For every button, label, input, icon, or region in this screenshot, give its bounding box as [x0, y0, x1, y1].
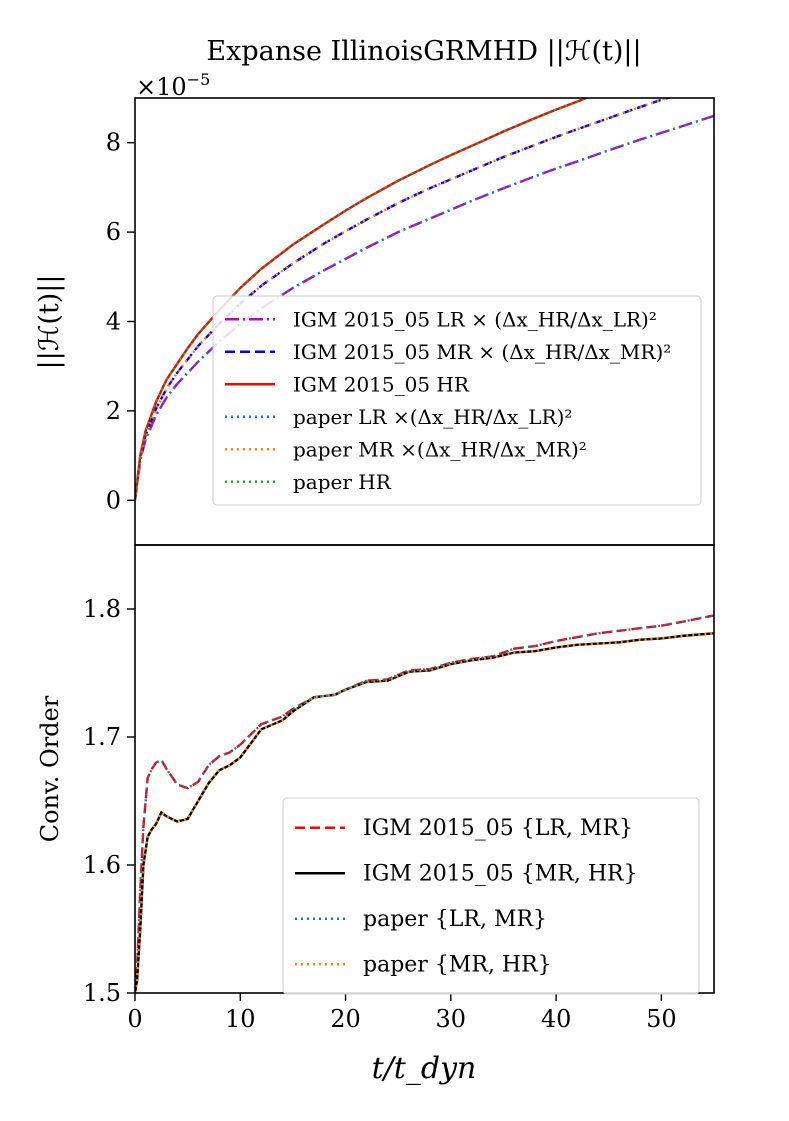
chart-title: Expanse IllinoisGRMHD ||ℋ(t)|| — [206, 36, 641, 67]
top-legend-label-2: IGM 2015_05 HR — [293, 372, 470, 396]
top-legend-label-0: IGM 2015_05 LR × (Δx_HR/Δx_LR)² — [293, 307, 657, 331]
top-ytick-label-0: 0 — [106, 486, 121, 514]
top-legend-label-3: paper LR ×(Δx_HR/Δx_LR)² — [293, 405, 572, 429]
top-ytick-label-3: 6 — [106, 218, 121, 246]
bottom-xtick-label-0: 0 — [127, 1005, 142, 1033]
bottom-legend-label-0: IGM 2015_05 {LR, MR} — [363, 816, 633, 841]
bottom-legend-label-3: paper {MR, HR} — [363, 952, 552, 977]
top-legend-label-5: paper HR — [293, 470, 392, 494]
top-series-line-3 — [135, 114, 714, 501]
bottom-series-line-2 — [135, 614, 714, 993]
bottom-ytick-label-1: 1.6 — [83, 851, 121, 879]
bottom-xtick-label-3: 30 — [436, 1005, 467, 1033]
top-panel: 0 2 4 6 8 ||ℋ(t)|| IGM 2015_05 LR × (Δx_HR/Δ… — [34, 97, 715, 546]
bottom-ytick-label-3: 1.8 — [83, 595, 121, 623]
bottom-xlabel: t/t_dyn — [372, 1051, 477, 1086]
top-legend: IGM 2015_05 LR × (Δx_HR/Δx_LR)² IGM 2015_… — [212, 295, 702, 506]
bottom-series-line-1 — [135, 632, 714, 993]
bottom-ytick-label-0: 1.5 — [83, 979, 121, 1007]
y-scale-label: ×10−5 — [136, 70, 210, 101]
top-ytick-label-4: 8 — [106, 129, 121, 157]
top-legend-label-1: IGM 2015_05 MR × (Δx_HR/Δx_MR)² — [293, 340, 671, 364]
bottom-panel: 1.5 1.6 1.7 1.8 0 10 20 30 40 50 Conv. Order t/t… — [36, 544, 715, 1086]
top-ytick-label-1: 2 — [106, 397, 121, 425]
bottom-xtick-label-2: 20 — [330, 1005, 361, 1033]
bottom-legend-label-1: IGM 2015_05 {MR, HR} — [363, 861, 638, 886]
bottom-ytick-label-2: 1.7 — [83, 723, 121, 751]
bottom-legend: IGM 2015_05 {LR, MR} IGM 2015_05 {MR, HR}… — [282, 797, 700, 995]
bottom-legend-label-2: paper {LR, MR} — [363, 907, 547, 932]
bottom-xtick-label-5: 50 — [646, 1005, 677, 1033]
top-series-line-2 — [135, 98, 590, 501]
top-ylabel: ||ℋ(t)|| — [34, 275, 65, 370]
bottom-xtick-label-4: 40 — [541, 1005, 572, 1033]
bottom-xtick-label-1: 10 — [225, 1005, 256, 1033]
top-ytick-label-2: 4 — [106, 308, 121, 336]
top-legend-label-4: paper MR ×(Δx_HR/Δx_MR)² — [293, 437, 587, 461]
bottom-legend-box — [282, 797, 700, 995]
top-series-line-4 — [135, 98, 672, 501]
bottom-ylabel: Conv. Order — [36, 695, 64, 842]
top-legend-box — [212, 295, 702, 506]
